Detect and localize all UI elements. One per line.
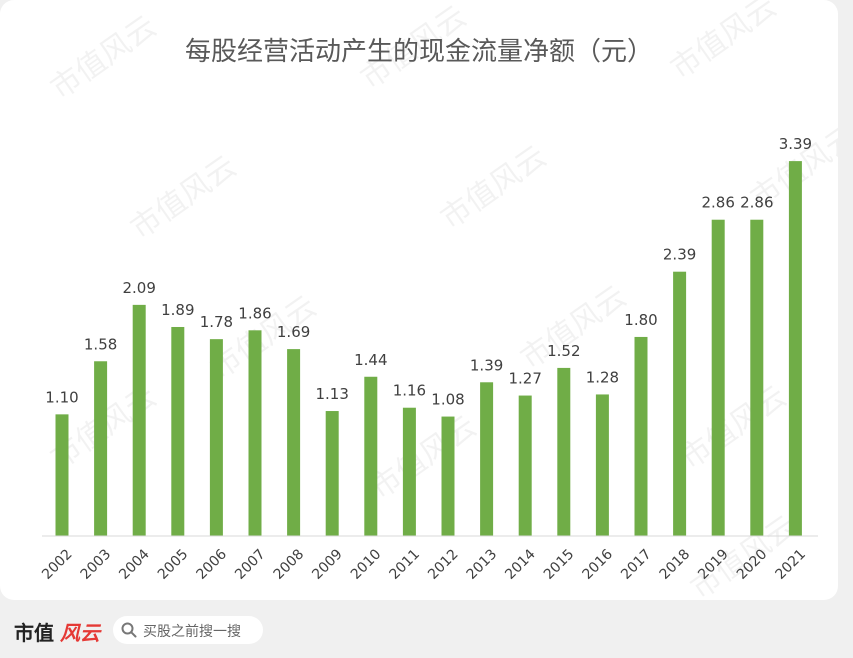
watermark-text: 市值风云 bbox=[685, 509, 803, 600]
x-tick-label-2009: 2009 bbox=[309, 546, 346, 583]
x-tick-label-2014: 2014 bbox=[502, 546, 539, 583]
value-label-2013: 1.39 bbox=[470, 356, 503, 374]
value-label-2012: 1.08 bbox=[431, 391, 464, 409]
value-label-2018: 2.39 bbox=[663, 246, 696, 264]
brand-mark: 风云 bbox=[60, 621, 100, 645]
brand-name: 市值 bbox=[14, 621, 54, 645]
value-label-2011: 1.16 bbox=[393, 382, 426, 400]
search-icon bbox=[121, 622, 137, 638]
value-label-2021: 3.39 bbox=[779, 135, 812, 153]
x-tick-label-2010: 2010 bbox=[348, 546, 385, 583]
bar-2009 bbox=[325, 411, 339, 536]
bar-2005 bbox=[171, 326, 185, 536]
watermark-text: 市值风云 bbox=[365, 409, 483, 506]
bar-2013 bbox=[480, 382, 494, 536]
search-input[interactable]: 买股之前搜一搜 bbox=[113, 616, 263, 644]
chart-card: 市值风云 市值风云 市值风云 市值风云 市值风云 市值风云 市值风云 市值风云 市值风云 市值风云… bbox=[0, 0, 838, 600]
bar-2016 bbox=[595, 394, 609, 536]
bar-2014 bbox=[518, 395, 532, 536]
footer-bar: 市值 风云 买股之前搜一搜 bbox=[0, 600, 853, 658]
search-placeholder: 买股之前搜一搜 bbox=[143, 624, 241, 640]
value-label-2004: 2.09 bbox=[122, 279, 155, 297]
bar-2003 bbox=[94, 361, 108, 536]
x-tick-label-2015: 2015 bbox=[541, 546, 578, 583]
watermark-text: 市值风云 bbox=[665, 0, 783, 87]
value-label-2008: 1.69 bbox=[277, 323, 310, 341]
value-labels-group: 1.10 1.58 2.09 1.89 1.78 1.86 1.69 1.13 1.44 1.16… bbox=[45, 135, 812, 408]
value-label-2003: 1.58 bbox=[84, 335, 117, 353]
watermark-text: 市值风云 bbox=[45, 9, 163, 106]
x-tick-label-2016: 2016 bbox=[579, 546, 616, 583]
x-tick-label-2003: 2003 bbox=[78, 546, 115, 583]
chart-title: 每股经营活动产生的现金流量净额（元） bbox=[185, 37, 653, 67]
bar-2020 bbox=[750, 219, 764, 536]
bar-2008 bbox=[287, 349, 301, 536]
bar-2012 bbox=[441, 416, 455, 536]
bar-2002 bbox=[55, 414, 69, 536]
watermark-text: 市值风云 bbox=[125, 149, 243, 246]
x-tick-label-2013: 2013 bbox=[464, 546, 501, 583]
x-tick-label-2006: 2006 bbox=[193, 546, 230, 583]
value-label-2007: 1.86 bbox=[238, 304, 271, 322]
value-label-2020: 2.86 bbox=[740, 194, 773, 212]
brand-logo[interactable]: 市值 风云 bbox=[14, 617, 104, 646]
bar-2004 bbox=[132, 304, 146, 536]
x-tick-label-2005: 2005 bbox=[155, 546, 192, 583]
x-tick-label-2017: 2017 bbox=[618, 546, 655, 583]
x-tick-label-2002: 2002 bbox=[39, 546, 76, 583]
x-tick-label-2012: 2012 bbox=[425, 546, 462, 583]
x-tick-label-2004: 2004 bbox=[116, 546, 153, 583]
x-tick-label-2008: 2008 bbox=[271, 546, 308, 583]
bar-2021 bbox=[788, 161, 802, 536]
watermark-text: 市值风云 bbox=[435, 139, 553, 236]
value-label-2006: 1.78 bbox=[200, 313, 233, 331]
value-label-2016: 1.28 bbox=[586, 368, 619, 386]
bar-2017 bbox=[634, 336, 648, 536]
bar-2010 bbox=[364, 376, 378, 536]
value-label-2010: 1.44 bbox=[354, 351, 387, 369]
bar-2019 bbox=[711, 219, 725, 536]
x-tick-label-2007: 2007 bbox=[232, 546, 269, 583]
value-label-2002: 1.10 bbox=[45, 388, 78, 406]
value-label-2014: 1.27 bbox=[508, 370, 541, 388]
bars-group bbox=[55, 161, 802, 536]
value-label-2015: 1.52 bbox=[547, 342, 580, 360]
value-label-2017: 1.80 bbox=[624, 311, 657, 329]
bar-2011 bbox=[402, 407, 416, 536]
x-tick-label-2011: 2011 bbox=[386, 546, 423, 583]
bar-2007 bbox=[248, 330, 262, 536]
bar-2018 bbox=[673, 271, 687, 536]
value-label-2009: 1.13 bbox=[315, 385, 348, 403]
watermark-text: 市值风云 bbox=[675, 379, 793, 476]
watermark-text: 市值风云 bbox=[515, 279, 633, 376]
bar-2015 bbox=[557, 367, 571, 536]
bar-2006 bbox=[209, 339, 223, 536]
value-label-2005: 1.89 bbox=[161, 301, 194, 319]
value-label-2019: 2.86 bbox=[701, 194, 734, 212]
